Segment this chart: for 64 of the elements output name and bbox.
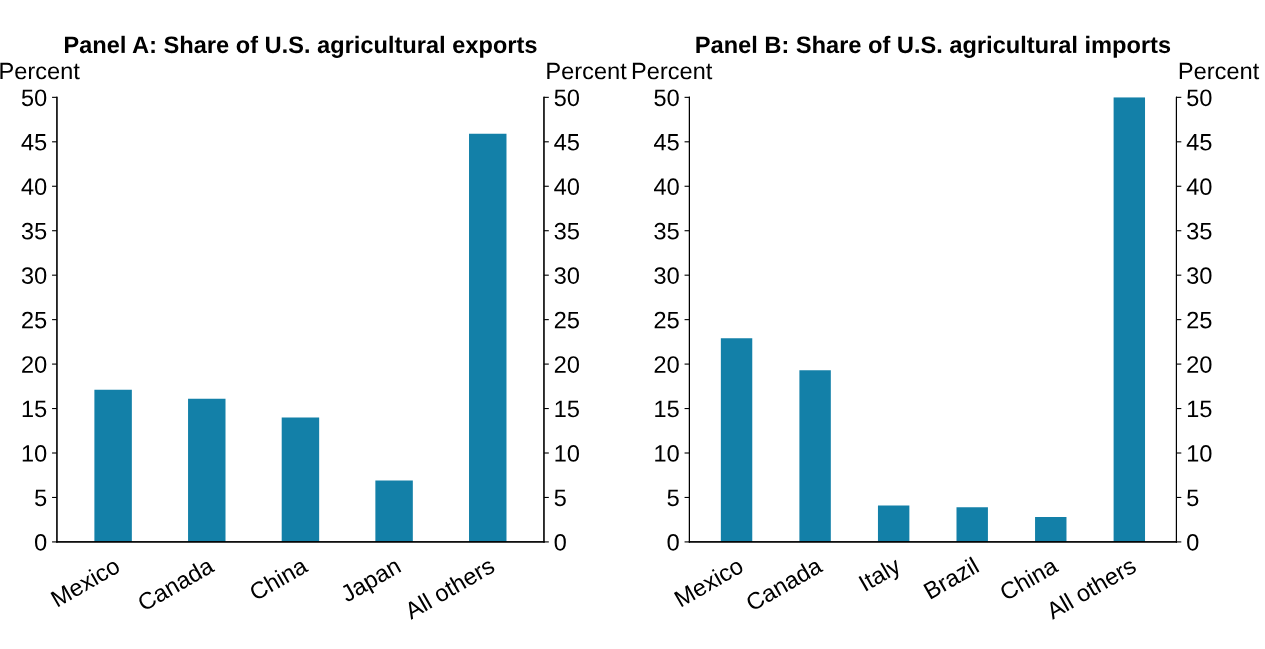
y2-tick-label: 35 [1187, 222, 1212, 240]
y2-tick-label: 0 [1187, 533, 1199, 551]
y2-tick-label: 30 [554, 267, 580, 284]
bar [956, 507, 988, 542]
y2-tick-label: 5 [554, 489, 566, 507]
y2-tick-label: 40 [554, 178, 580, 196]
y-tick-label: 0 [35, 533, 47, 551]
x-tick-label: Japan [339, 557, 404, 607]
y-tick-label: 50 [21, 89, 47, 107]
y-tick-label: 25 [654, 311, 679, 329]
y-tick-label: 45 [21, 134, 47, 151]
y-tick-label: 30 [21, 267, 47, 284]
chart-title: Panel B: Share of U.S. agricultural imports [696, 35, 1171, 58]
y-tick-label: 15 [22, 400, 47, 418]
y-tick-label: 40 [21, 178, 47, 196]
bar [281, 417, 320, 542]
y-tick-label: 0 [667, 533, 679, 551]
bar [469, 133, 507, 542]
y-tick-label: 35 [654, 222, 679, 240]
y2-tick-label: 40 [1186, 178, 1212, 196]
bar [1035, 517, 1067, 542]
y2-tick-label: 10 [555, 445, 580, 462]
y2-tick-label: 50 [554, 89, 580, 107]
y-tick-label: 30 [654, 267, 679, 284]
y-tick-label: 45 [653, 134, 679, 151]
y2-tick-label: 15 [555, 400, 579, 418]
y2-tick-label: 50 [1187, 89, 1212, 107]
bar [188, 398, 226, 542]
y2-axis-title: Percent [547, 62, 627, 80]
bar [1113, 97, 1146, 542]
y-tick-label: 15 [655, 400, 679, 418]
y-tick-label: 5 [35, 489, 47, 507]
bar [375, 480, 413, 542]
y2-axis-title: Percent [1179, 62, 1260, 80]
y2-tick-label: 45 [1186, 134, 1212, 151]
y2-tick-label: 20 [1187, 356, 1212, 373]
y2-tick-label: 10 [1187, 445, 1212, 462]
y2-tick-label: 0 [554, 533, 566, 551]
bar [799, 370, 831, 542]
y-tick-label: 10 [655, 445, 679, 462]
y-axis-title: Percent [632, 62, 713, 80]
y-tick-label: 5 [667, 489, 679, 507]
y-tick-label: 35 [21, 222, 47, 240]
bar [720, 338, 753, 542]
y2-tick-label: 45 [554, 134, 579, 151]
x-tick-label: Italy [858, 555, 905, 596]
y-tick-label: 25 [22, 311, 47, 329]
y2-tick-label: 15 [1187, 400, 1212, 418]
y2-tick-label: 25 [554, 311, 579, 329]
y-tick-label: 20 [654, 356, 679, 373]
y2-tick-label: 30 [1187, 267, 1212, 284]
bar [94, 389, 132, 542]
x-tick-label: China [248, 555, 310, 602]
y2-tick-label: 5 [1187, 489, 1199, 507]
y-tick-label: 40 [653, 178, 679, 196]
y-tick-label: 50 [654, 89, 679, 107]
y2-tick-label: 20 [554, 356, 580, 373]
y-tick-label: 20 [22, 356, 47, 373]
chart-title: Panel A: Share of U.S. agricultural exports [64, 35, 537, 58]
y2-tick-label: 25 [1187, 311, 1212, 329]
y2-tick-label: 35 [554, 222, 579, 240]
y-axis-title: Percent [0, 62, 80, 80]
y-tick-label: 10 [22, 445, 47, 462]
bar [877, 505, 910, 542]
